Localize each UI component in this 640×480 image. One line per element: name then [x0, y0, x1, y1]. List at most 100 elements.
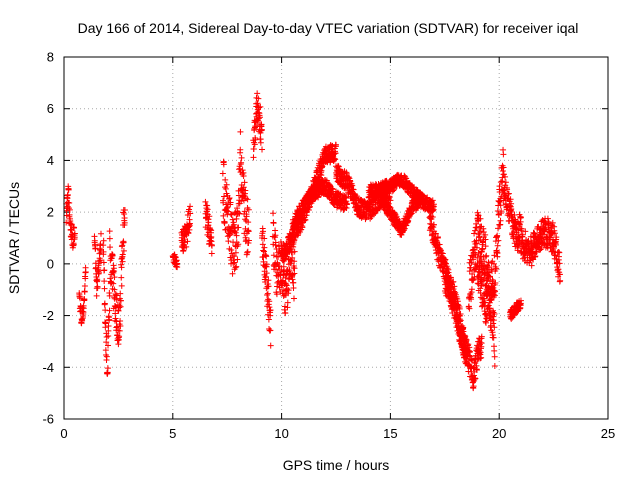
data-point — [420, 197, 427, 204]
data-point — [227, 211, 234, 218]
data-point — [103, 352, 110, 359]
data-point — [115, 341, 122, 348]
data-point — [508, 208, 515, 215]
data-point — [244, 196, 251, 203]
data-point — [222, 185, 229, 192]
data-point — [259, 241, 266, 248]
data-point — [257, 139, 264, 146]
data-point — [77, 295, 84, 302]
data-point — [116, 333, 123, 340]
data-point — [241, 179, 248, 186]
data-point — [245, 228, 252, 235]
data-point — [120, 239, 127, 246]
data-point — [345, 174, 352, 181]
data-point — [385, 200, 392, 207]
data-point — [105, 342, 112, 349]
data-point — [264, 290, 271, 297]
data-point — [418, 204, 425, 211]
data-point — [496, 183, 503, 190]
data-point — [335, 163, 342, 170]
data-point — [495, 225, 502, 232]
x-tick-label: 5 — [169, 426, 176, 441]
data-point — [492, 280, 499, 287]
data-point — [227, 199, 234, 206]
data-point — [479, 266, 486, 273]
data-point — [265, 283, 272, 290]
data-point — [82, 275, 89, 282]
data-point — [386, 194, 393, 201]
data-point — [504, 186, 511, 193]
data-point — [492, 288, 499, 295]
data-point — [222, 176, 229, 183]
data-point — [291, 265, 298, 272]
data-point — [556, 249, 563, 256]
data-point — [272, 232, 279, 239]
data-point — [103, 339, 110, 346]
data-point — [81, 288, 88, 295]
data-point — [205, 219, 212, 226]
data-point — [257, 114, 264, 121]
data-point — [536, 226, 543, 233]
data-point — [451, 290, 458, 297]
data-point — [391, 186, 398, 193]
data-point — [119, 258, 126, 265]
data-point — [329, 186, 336, 193]
data-point — [430, 221, 437, 228]
data-point — [491, 353, 498, 360]
data-point — [491, 362, 498, 369]
data-point — [233, 232, 240, 239]
plot-frame — [63, 56, 609, 420]
data-point — [349, 182, 356, 189]
data-point — [486, 273, 493, 280]
data-point — [506, 217, 513, 224]
data-point — [443, 270, 450, 277]
data-point — [118, 282, 125, 289]
data-point — [557, 277, 564, 284]
data-point — [252, 136, 259, 143]
data-point — [106, 228, 113, 235]
data-point — [111, 274, 118, 281]
data-point — [233, 215, 240, 222]
data-point — [184, 238, 191, 245]
y-tick-label: 0 — [47, 256, 54, 271]
data-point — [544, 215, 551, 222]
data-point — [491, 347, 498, 354]
data-point — [467, 353, 474, 360]
data-point — [79, 317, 86, 324]
data-point — [231, 259, 238, 266]
data-point — [255, 109, 262, 116]
data-point — [466, 352, 473, 359]
data-point — [118, 261, 125, 268]
data-point — [350, 186, 357, 193]
data-point — [434, 233, 441, 240]
data-point — [480, 276, 487, 283]
data-point — [299, 224, 306, 231]
data-point — [295, 220, 302, 227]
data-point — [429, 197, 436, 204]
data-point — [113, 318, 120, 325]
data-point — [485, 259, 492, 266]
data-point — [319, 163, 326, 170]
data-point — [224, 204, 231, 211]
data-point — [517, 214, 524, 221]
data-point — [208, 227, 215, 234]
data-point — [272, 239, 279, 246]
data-point — [556, 260, 563, 267]
x-tick-label: 15 — [383, 426, 397, 441]
data-point — [480, 265, 487, 272]
data-point — [265, 316, 272, 323]
data-point — [120, 247, 127, 254]
data-point — [245, 239, 252, 246]
data-point — [204, 206, 211, 213]
data-point — [469, 277, 476, 284]
data-point — [94, 277, 101, 284]
data-point — [442, 260, 449, 267]
data-point — [82, 269, 89, 276]
data-point — [117, 297, 124, 304]
data-point — [111, 268, 118, 275]
data-point — [555, 266, 562, 273]
data-point — [266, 298, 273, 305]
data-point — [482, 253, 489, 260]
data-point — [291, 248, 298, 255]
data-point — [273, 291, 280, 298]
